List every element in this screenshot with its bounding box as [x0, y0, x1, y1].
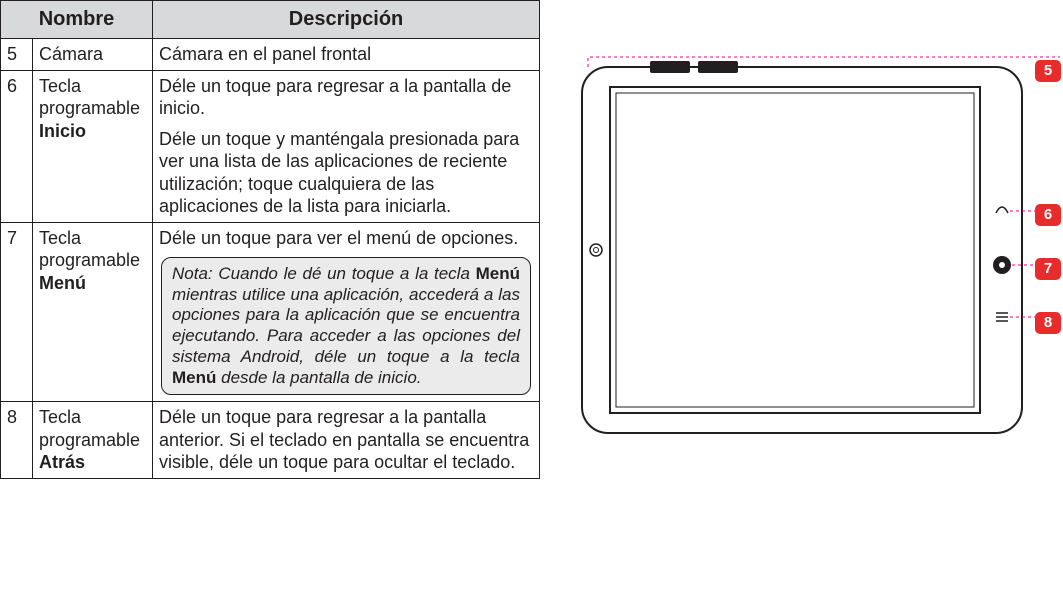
note-text: mientras utilice una aplicación, acceder… — [172, 285, 520, 366]
row-name-plain: Tecla programable — [39, 407, 140, 450]
table-row: 8Tecla programable AtrásDéle un toque pa… — [1, 402, 540, 479]
row-name: Tecla programable Atrás — [33, 402, 153, 479]
note-box: Nota: Cuando le dé un toque a la tecla M… — [161, 257, 531, 395]
row-name-plain: Cámara — [39, 44, 103, 64]
row-name: Cámara — [33, 39, 153, 71]
row-name-bold: Menú — [39, 273, 86, 293]
row-number: 8 — [1, 402, 33, 479]
table-row: 5 Cámara Cámara en el panel frontal — [1, 39, 540, 71]
table-row: 6Tecla programable InicioDéle un toque p… — [1, 70, 540, 222]
row-name: Tecla programable Menú — [33, 222, 153, 402]
spec-table: Nombre Descripción 5 Cámara Cámara en el p… — [0, 0, 540, 479]
table-row: 7Tecla programable Menú Déle un toque par… — [1, 222, 540, 402]
device-diagram-area: 5678 — [540, 0, 1063, 594]
row-name-plain: Tecla programable — [39, 228, 140, 271]
desc-paragraph: Cámara en el panel frontal — [159, 43, 533, 66]
row-desc: Déle un toque para regresar a la pan­tal… — [153, 402, 540, 479]
desc-paragraph: Déle un toque para ver el menú de opcion… — [159, 227, 533, 250]
row-desc: Déle un toque para regresar a la pantall… — [153, 70, 540, 222]
desc-paragraph: Déle un toque para regresar a la pan­tal… — [159, 406, 533, 474]
row-number: 5 — [1, 39, 33, 71]
row-number: 6 — [1, 70, 33, 222]
header-desc: Descripción — [153, 1, 540, 39]
row-name-bold: Inicio — [39, 121, 86, 141]
row-number: 7 — [1, 222, 33, 402]
row-desc: Cámara en el panel frontal — [153, 39, 540, 71]
row-name-plain: Tecla programable — [39, 76, 140, 119]
row-desc: Déle un toque para ver el menú de opcion… — [153, 222, 540, 402]
row-name-bold: Atrás — [39, 452, 85, 472]
note-text: desde la pantalla de inicio. — [216, 368, 421, 387]
row-name: Tecla programable Inicio — [33, 70, 153, 222]
desc-paragraph: Déle un toque para regresar a la pantall… — [159, 75, 533, 120]
header-name: Nombre — [1, 1, 153, 39]
desc-paragraph: Déle un toque y manténgala presionada pa… — [159, 128, 533, 218]
tablet-diagram — [580, 55, 1060, 445]
note-text: Menú — [172, 368, 216, 387]
note-text: Menú — [476, 264, 520, 283]
spec-table-container: Nombre Descripción 5 Cámara Cámara en el p… — [0, 0, 540, 594]
note-text: Nota: Cuando le dé un toque a la tecla — [172, 264, 476, 283]
